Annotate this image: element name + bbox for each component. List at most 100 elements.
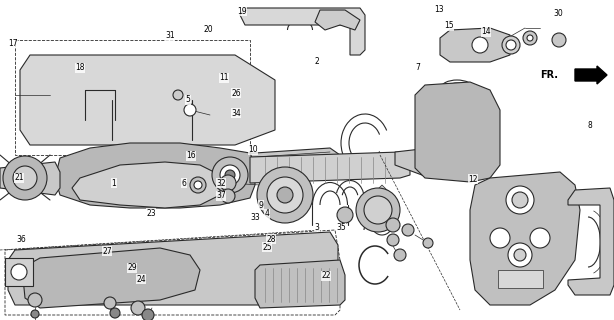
Circle shape xyxy=(31,310,39,318)
Circle shape xyxy=(372,215,392,235)
Circle shape xyxy=(502,36,520,54)
Circle shape xyxy=(194,181,202,189)
Text: 15: 15 xyxy=(444,21,454,30)
Text: 21: 21 xyxy=(14,173,24,182)
Text: 30: 30 xyxy=(553,9,563,18)
Circle shape xyxy=(552,33,566,47)
Polygon shape xyxy=(22,248,200,308)
Circle shape xyxy=(11,264,27,280)
Circle shape xyxy=(267,177,303,213)
Text: 10: 10 xyxy=(248,146,258,155)
Text: 26: 26 xyxy=(231,89,241,98)
Bar xyxy=(15,40,250,155)
Circle shape xyxy=(337,207,353,223)
FancyArrow shape xyxy=(575,66,607,84)
Circle shape xyxy=(386,218,400,232)
Text: 35: 35 xyxy=(336,223,346,233)
Circle shape xyxy=(506,40,516,50)
Circle shape xyxy=(387,234,399,246)
Circle shape xyxy=(225,170,235,180)
Circle shape xyxy=(104,297,116,309)
Circle shape xyxy=(423,238,433,248)
Text: 17: 17 xyxy=(8,38,18,47)
Polygon shape xyxy=(240,8,365,55)
Circle shape xyxy=(508,243,532,267)
Text: 1: 1 xyxy=(112,179,117,188)
Text: 28: 28 xyxy=(266,235,276,244)
Circle shape xyxy=(110,308,120,318)
Text: FR.: FR. xyxy=(540,70,558,80)
Circle shape xyxy=(212,157,248,193)
Circle shape xyxy=(221,189,235,203)
Circle shape xyxy=(257,167,313,223)
Circle shape xyxy=(523,31,537,45)
Circle shape xyxy=(402,224,414,236)
Polygon shape xyxy=(250,152,410,183)
Text: 20: 20 xyxy=(203,25,213,34)
Polygon shape xyxy=(395,148,435,178)
Circle shape xyxy=(364,196,392,224)
Circle shape xyxy=(514,249,526,261)
Text: 22: 22 xyxy=(321,271,331,281)
Polygon shape xyxy=(55,143,255,208)
Circle shape xyxy=(3,156,47,200)
Text: 31: 31 xyxy=(165,31,175,41)
Polygon shape xyxy=(255,260,345,308)
Circle shape xyxy=(13,166,37,190)
Polygon shape xyxy=(20,55,275,145)
Text: 3: 3 xyxy=(314,222,319,231)
Circle shape xyxy=(377,220,387,230)
Circle shape xyxy=(173,90,183,100)
Polygon shape xyxy=(72,162,220,208)
Circle shape xyxy=(356,188,400,232)
Circle shape xyxy=(506,186,534,214)
Text: 6: 6 xyxy=(182,179,187,188)
Polygon shape xyxy=(440,28,510,62)
Text: 8: 8 xyxy=(588,121,593,130)
Bar xyxy=(5,258,33,286)
Text: 29: 29 xyxy=(127,263,137,273)
Circle shape xyxy=(277,187,293,203)
Circle shape xyxy=(142,309,154,320)
Circle shape xyxy=(184,104,196,116)
Text: 16: 16 xyxy=(186,151,196,161)
Text: 24: 24 xyxy=(136,275,146,284)
Text: 2: 2 xyxy=(314,58,319,67)
Text: 14: 14 xyxy=(481,28,491,36)
Text: 13: 13 xyxy=(434,4,444,13)
Polygon shape xyxy=(470,172,580,305)
Text: 32: 32 xyxy=(216,179,226,188)
Text: 12: 12 xyxy=(468,174,478,183)
Text: 37: 37 xyxy=(216,191,226,201)
Circle shape xyxy=(220,175,236,191)
Circle shape xyxy=(530,228,550,248)
Circle shape xyxy=(28,293,42,307)
Text: 33: 33 xyxy=(250,213,260,222)
Text: 27: 27 xyxy=(102,246,112,255)
Text: 4: 4 xyxy=(265,210,270,219)
Text: 19: 19 xyxy=(237,6,247,15)
Circle shape xyxy=(190,177,206,193)
Circle shape xyxy=(220,165,240,185)
Polygon shape xyxy=(415,82,500,182)
Text: 9: 9 xyxy=(258,201,263,210)
Text: 23: 23 xyxy=(146,209,156,218)
Polygon shape xyxy=(372,185,392,205)
Polygon shape xyxy=(75,148,340,195)
Polygon shape xyxy=(568,188,614,295)
Circle shape xyxy=(527,35,533,41)
Text: 7: 7 xyxy=(416,63,421,73)
Text: 5: 5 xyxy=(185,95,190,105)
Circle shape xyxy=(131,301,145,315)
Text: 34: 34 xyxy=(231,108,241,117)
Text: 11: 11 xyxy=(219,74,229,83)
Polygon shape xyxy=(8,232,338,305)
Polygon shape xyxy=(315,10,360,30)
Polygon shape xyxy=(0,162,60,195)
Circle shape xyxy=(512,192,528,208)
Text: 25: 25 xyxy=(262,243,272,252)
Circle shape xyxy=(490,228,510,248)
Text: 36: 36 xyxy=(16,235,26,244)
Circle shape xyxy=(394,249,406,261)
Bar xyxy=(498,270,543,288)
